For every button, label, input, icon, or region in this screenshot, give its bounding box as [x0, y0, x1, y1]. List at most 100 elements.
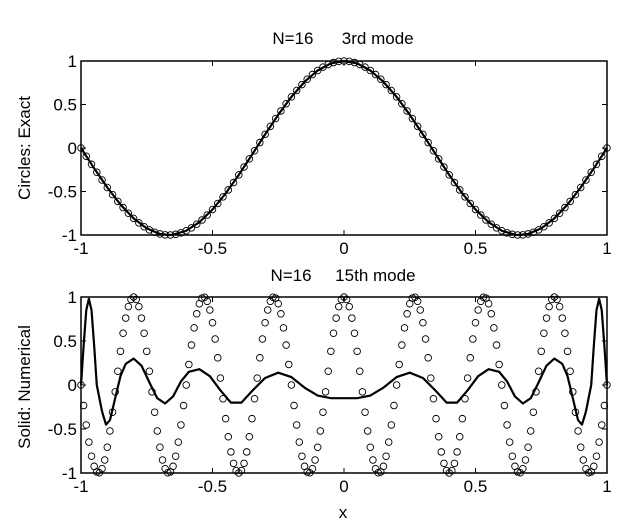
bottom-circle-marker [332, 314, 340, 322]
bottom-circle-marker [490, 324, 498, 332]
bottom-circle-marker [190, 324, 198, 332]
bottom-circle-marker [361, 408, 369, 416]
top-circle-marker [540, 222, 548, 231]
bottom-circle-marker [250, 395, 259, 403]
top-circle-marker [587, 168, 595, 177]
bottom-circle-marker [85, 438, 93, 446]
top-circle-marker [229, 178, 238, 187]
top-circle-marker [313, 66, 322, 75]
bottom-circle-marker [561, 329, 569, 338]
bottom-circle-marker [327, 347, 335, 356]
bottom-circle-marker [334, 302, 343, 311]
bottom-circle-marker [174, 438, 183, 446]
bottom-circle-marker [548, 295, 556, 304]
bottom-circle-marker [579, 456, 588, 464]
bottom-circle-marker [555, 302, 564, 311]
bottom-circle-marker [382, 452, 390, 460]
bottom-circle-marker [387, 421, 396, 429]
top-circle-marker [287, 93, 296, 101]
bottom-circle-marker [285, 360, 293, 369]
bottom-circle-marker [563, 347, 572, 356]
bottom-circle-marker [461, 395, 469, 403]
bottom-circle-marker [400, 324, 409, 332]
bottom-circle-marker [529, 408, 538, 416]
bottom-x-tick-label: 1 [602, 477, 611, 496]
bottom-circle-marker [403, 310, 411, 318]
bottom-circle-marker [274, 299, 283, 308]
bottom-circle-marker [119, 329, 127, 338]
bottom-x-tick-label: -0.5 [198, 477, 227, 496]
bottom-circle-marker [453, 448, 461, 456]
top-circle-marker [403, 107, 411, 115]
top-circle-marker [124, 209, 133, 217]
bottom-circle-marker [463, 374, 472, 382]
top-circle-marker [487, 220, 496, 228]
top-circle-marker [298, 80, 306, 89]
bottom-circle-marker [171, 452, 180, 460]
top-x-tick-label: 0.5 [464, 239, 488, 258]
bottom-circle-marker [371, 464, 380, 473]
top-circle-marker [192, 220, 201, 228]
bottom-circle-marker [308, 464, 317, 473]
top-circle-marker [429, 146, 438, 155]
bottom-circle-marker [384, 438, 393, 446]
bottom-circle-marker [258, 335, 267, 343]
top-x-tick-label: -1 [73, 239, 88, 258]
bottom-circle-marker [321, 388, 330, 396]
bottom-circle-marker [477, 297, 485, 306]
top-circle-marker [366, 66, 375, 75]
bottom-circle-marker [214, 354, 222, 362]
top-circle-marker [566, 197, 574, 206]
top-circle-marker [445, 171, 453, 179]
top-circle-marker [524, 230, 532, 238]
top-circle-marker [156, 230, 164, 238]
bottom-x-tick-label: 0.5 [464, 477, 488, 496]
bottom-circle-marker [466, 354, 474, 362]
bottom-circle-marker [219, 395, 227, 403]
bottom-circle-marker [87, 452, 96, 460]
top-y-tick-label: 0.5 [53, 96, 77, 115]
bottom-circle-marker [590, 462, 598, 471]
top-circle-marker [208, 205, 217, 214]
bottom-circle-marker [595, 438, 603, 446]
top-circle-marker [108, 190, 117, 199]
bottom-circle-marker [158, 456, 167, 464]
top-y-tick-label: -1 [62, 226, 77, 245]
bottom-x-axis-label: x [339, 503, 348, 522]
bottom-circle-marker [82, 421, 91, 429]
top-circle-marker [82, 152, 91, 160]
bottom-circle-marker [392, 381, 401, 389]
bottom-circle-marker [245, 432, 254, 441]
bottom-circle-marker [256, 354, 264, 362]
bottom-circle-marker [221, 414, 230, 423]
bottom-circle-marker [185, 360, 193, 369]
bottom-circle-marker [179, 401, 188, 410]
bottom-circle-marker [240, 459, 248, 468]
bottom-circle-marker [350, 329, 359, 338]
bottom-circle-marker [440, 459, 448, 468]
top-y-axis-label: Circles: Exact [15, 96, 34, 200]
bottom-circle-marker [145, 367, 154, 375]
bottom-circle-marker [448, 466, 456, 475]
top-circle-marker [387, 86, 396, 95]
bottom-circle-marker [127, 295, 135, 304]
bottom-circle-marker [537, 347, 546, 356]
bottom-circle-marker [169, 462, 177, 471]
bottom-circle-marker [182, 381, 190, 389]
top-circle-marker [477, 211, 485, 219]
top-circle-marker [413, 122, 422, 131]
top-circle-marker [119, 203, 127, 212]
bottom-circle-marker [419, 319, 427, 327]
bottom-circle-marker [295, 438, 304, 446]
bottom-circle-marker [216, 374, 225, 382]
bottom-circle-marker [150, 408, 159, 416]
top-circle-marker [471, 205, 480, 214]
bottom-circle-marker [103, 443, 112, 451]
top-x-tick-label: 1 [602, 239, 611, 258]
bottom-circle-marker [519, 464, 527, 473]
bottom-circle-marker [140, 329, 148, 338]
top-circle-marker [271, 114, 280, 123]
bottom-circle-marker [455, 432, 464, 441]
bottom-circle-marker [540, 329, 548, 338]
